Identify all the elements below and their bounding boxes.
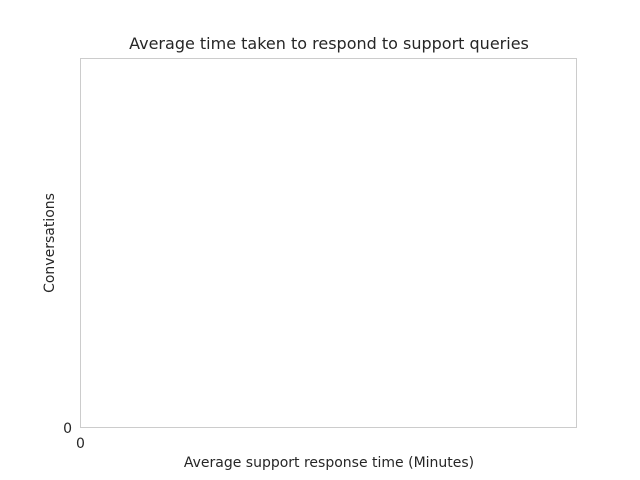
y-axis-label: Conversations bbox=[42, 193, 58, 293]
plot-area bbox=[80, 58, 577, 428]
y-tick-label: 0 bbox=[63, 421, 72, 437]
x-tick-label: 0 bbox=[76, 436, 85, 452]
chart-title: Average time taken to respond to support… bbox=[129, 34, 529, 53]
x-axis-label: Average support response time (Minutes) bbox=[184, 455, 474, 471]
